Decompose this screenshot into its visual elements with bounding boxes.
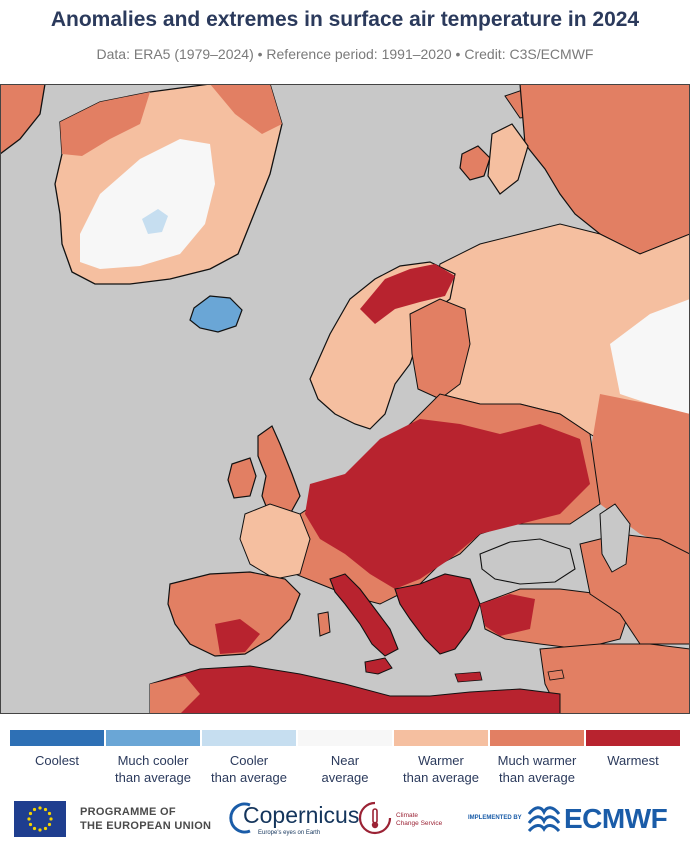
finland [409, 298, 471, 400]
iberia-south-warmest [215, 619, 260, 654]
legend: Coolest Much cooler than average Cooler th… [10, 730, 680, 790]
copernicus-tagline: Europe's eyes on Earth [258, 830, 321, 836]
climate-change-service-text: Climate Change Service [396, 812, 443, 827]
legend-swatch [394, 730, 488, 746]
map-subtitle: Data: ERA5 (1979–2024) • Reference perio… [96, 46, 594, 62]
map-title: Anomalies and extremes in surface air te… [50, 8, 640, 31]
climate-change-service-icon [358, 801, 392, 835]
legend-label: Warmest [607, 753, 659, 768]
ecmwf-wordmark: ECMWF [564, 803, 668, 834]
ural-near-average [610, 299, 690, 414]
north-africa-west [150, 676, 200, 714]
ireland [227, 457, 257, 499]
legend-label: Much warmer than average [497, 753, 577, 785]
copernicus-logo-icon [229, 802, 251, 834]
middle-east [539, 643, 690, 714]
legend-label: Cooler than average [211, 753, 287, 785]
arctic-russia [519, 84, 690, 255]
legend-swatch [106, 730, 200, 746]
eu-programme-text: PROGRAMME OF THE EUROPEAN UNION [80, 806, 212, 832]
greenland-interior [80, 139, 215, 269]
greenland-cool-patch [142, 209, 168, 234]
balkans [394, 573, 481, 655]
copernicus-wordmark: Copernicus [243, 802, 360, 828]
italy [329, 573, 399, 657]
greenland-north-coast [210, 84, 282, 134]
legend-item-much-cooler: Much cooler than average [106, 730, 200, 786]
legend-swatch [10, 730, 104, 746]
legend-item-cooler: Cooler than average [202, 730, 296, 786]
iberian-peninsula [167, 571, 301, 657]
eu-flag-icon [14, 801, 66, 837]
iceland [189, 295, 243, 333]
svalbard [459, 145, 491, 181]
sicily [364, 657, 393, 675]
novaya-zemlya [487, 123, 529, 195]
footer-logos: PROGRAMME OF THE EUROPEAN UNION Copernicu… [0, 798, 690, 842]
legend-swatch [202, 730, 296, 746]
legend-item-coolest: Coolest [10, 730, 104, 769]
central-europe-warmest [305, 419, 590, 589]
temperature-anomaly-map [0, 84, 690, 714]
north-africa [149, 665, 561, 714]
greenland-west-coast [60, 92, 150, 156]
caspian-sea [599, 503, 631, 573]
implemented-by-text: IMPLEMENTED BY [468, 815, 522, 821]
sardinia [317, 611, 331, 637]
turkey-west-warmest [480, 594, 535, 636]
crete [454, 671, 483, 683]
legend-label: Warmer than average [403, 753, 479, 785]
legend-swatch [298, 730, 392, 746]
legend-label: Near average [321, 753, 369, 785]
legend-swatch [586, 730, 680, 746]
cyprus [547, 669, 565, 681]
legend-item-much-warmer: Much warmer than average [490, 730, 584, 786]
black-sea [479, 538, 576, 585]
legend-item-warmer: Warmer than average [394, 730, 488, 786]
legend-label: Much cooler than average [115, 753, 191, 785]
france-warmer [239, 503, 311, 580]
legend-item-near-average: Near average [298, 730, 392, 786]
legend-item-warmest: Warmest [586, 730, 680, 769]
legend-swatch [490, 730, 584, 746]
legend-label: Coolest [34, 753, 80, 768]
ecmwf-logo-icon [527, 806, 561, 832]
canada-arctic [0, 84, 46, 155]
northern-scandinavia-warmest [360, 264, 455, 324]
